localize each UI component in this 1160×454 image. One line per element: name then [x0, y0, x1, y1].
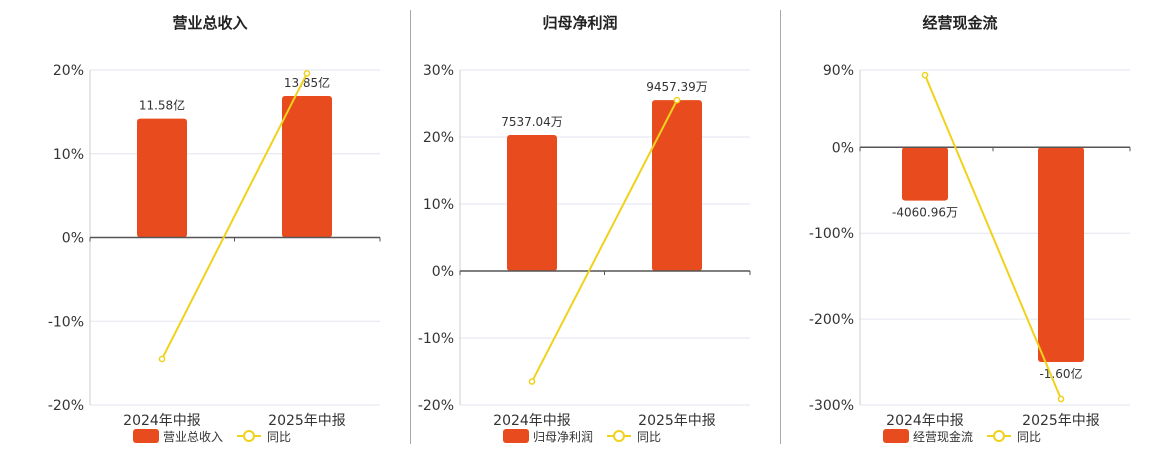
bar-swatch-icon — [133, 429, 159, 443]
yoy-point-1 — [158, 355, 166, 363]
bar-value-label: -4060.96万 — [892, 206, 958, 220]
y-tick-label: 20% — [423, 130, 454, 146]
line-circle-icon — [993, 430, 1005, 442]
chart-panel-1: 营业总收入 -20% -10% 0% 10% 20% 11.58亿 13.85亿 2024年中报… — [48, 14, 381, 444]
y-tick-label: 90% — [823, 63, 854, 79]
chart-title: 经营现金流 — [922, 14, 997, 32]
line-circle-icon — [243, 430, 255, 442]
panel-divider — [410, 10, 411, 444]
bar-1 — [902, 147, 948, 201]
x-tick-label: 2024年中报 — [123, 413, 201, 429]
bar-value-label: -1.60亿 — [1039, 366, 1082, 381]
legend-label-line: 同比 — [637, 430, 661, 444]
chart-panel-3: 经营现金流 -300% -200% -100% 0% 90% -4060.96万 -1.60亿… — [809, 14, 1131, 444]
legend-label-bars: 经营现金流 — [913, 429, 973, 444]
bar-value-label: 11.58亿 — [139, 98, 185, 113]
y-tick-label: -10% — [48, 314, 84, 330]
bar-1 — [137, 118, 187, 238]
y-tick-label: -100% — [809, 226, 854, 242]
x-tick-label: 2025年中报 — [268, 413, 346, 429]
yoy-point-2 — [1057, 395, 1065, 403]
chart-title: 归母净利润 — [542, 14, 617, 32]
y-tick-label: 0% — [832, 140, 854, 156]
bar-swatch-icon — [503, 429, 529, 443]
yoy-point-1 — [921, 71, 929, 79]
bar-2 — [1038, 147, 1084, 363]
yoy-point-2 — [303, 70, 311, 77]
x-tick-label: 2024年中报 — [493, 413, 571, 429]
bar-2 — [282, 95, 332, 238]
y-tick-label: 0% — [432, 264, 454, 280]
yoy-line — [161, 72, 308, 360]
y-tick-label: -200% — [809, 312, 854, 328]
chart-title: 营业总收入 — [172, 14, 247, 32]
yoy-point-1 — [528, 378, 536, 385]
legend-label-line: 同比 — [1017, 430, 1041, 444]
bar-2 — [652, 100, 702, 272]
y-tick-label: 0% — [62, 231, 84, 247]
y-tick-label: 10% — [423, 197, 454, 213]
legend-label-bars: 营业总收入 — [163, 430, 223, 444]
bar-swatch-icon — [883, 429, 909, 443]
y-tick-label: -20% — [418, 398, 454, 414]
y-tick-label: 30% — [423, 63, 454, 79]
x-tick-label: 2025年中报 — [1022, 413, 1100, 429]
bar-value-label: 13.85亿 — [284, 75, 330, 90]
x-tick-label: 2025年中报 — [638, 413, 716, 429]
y-tick-label: 20% — [53, 63, 84, 79]
yoy-point-2 — [673, 96, 681, 104]
bar-value-label: 9457.39万 — [646, 80, 708, 94]
panel-divider — [780, 10, 781, 444]
legend-label-bars: 归母净利润 — [533, 430, 593, 444]
line-circle-icon — [613, 430, 625, 442]
y-tick-label: -300% — [809, 398, 854, 414]
y-tick-label: -10% — [418, 331, 454, 347]
yoy-line — [531, 99, 678, 383]
y-tick-label: -20% — [48, 398, 84, 414]
bar-1 — [507, 134, 557, 271]
yoy-line — [924, 74, 1062, 400]
chart-panel-2: 归母净利润 -20% -10% 0% 10% 20% 30% 7537.04万 9457.39万… — [418, 14, 751, 444]
legend-label-line: 同比 — [267, 430, 291, 444]
bar-value-label: 7537.04万 — [501, 115, 563, 129]
x-tick-label: 2024年中报 — [886, 413, 964, 429]
y-tick-label: 10% — [53, 147, 84, 163]
